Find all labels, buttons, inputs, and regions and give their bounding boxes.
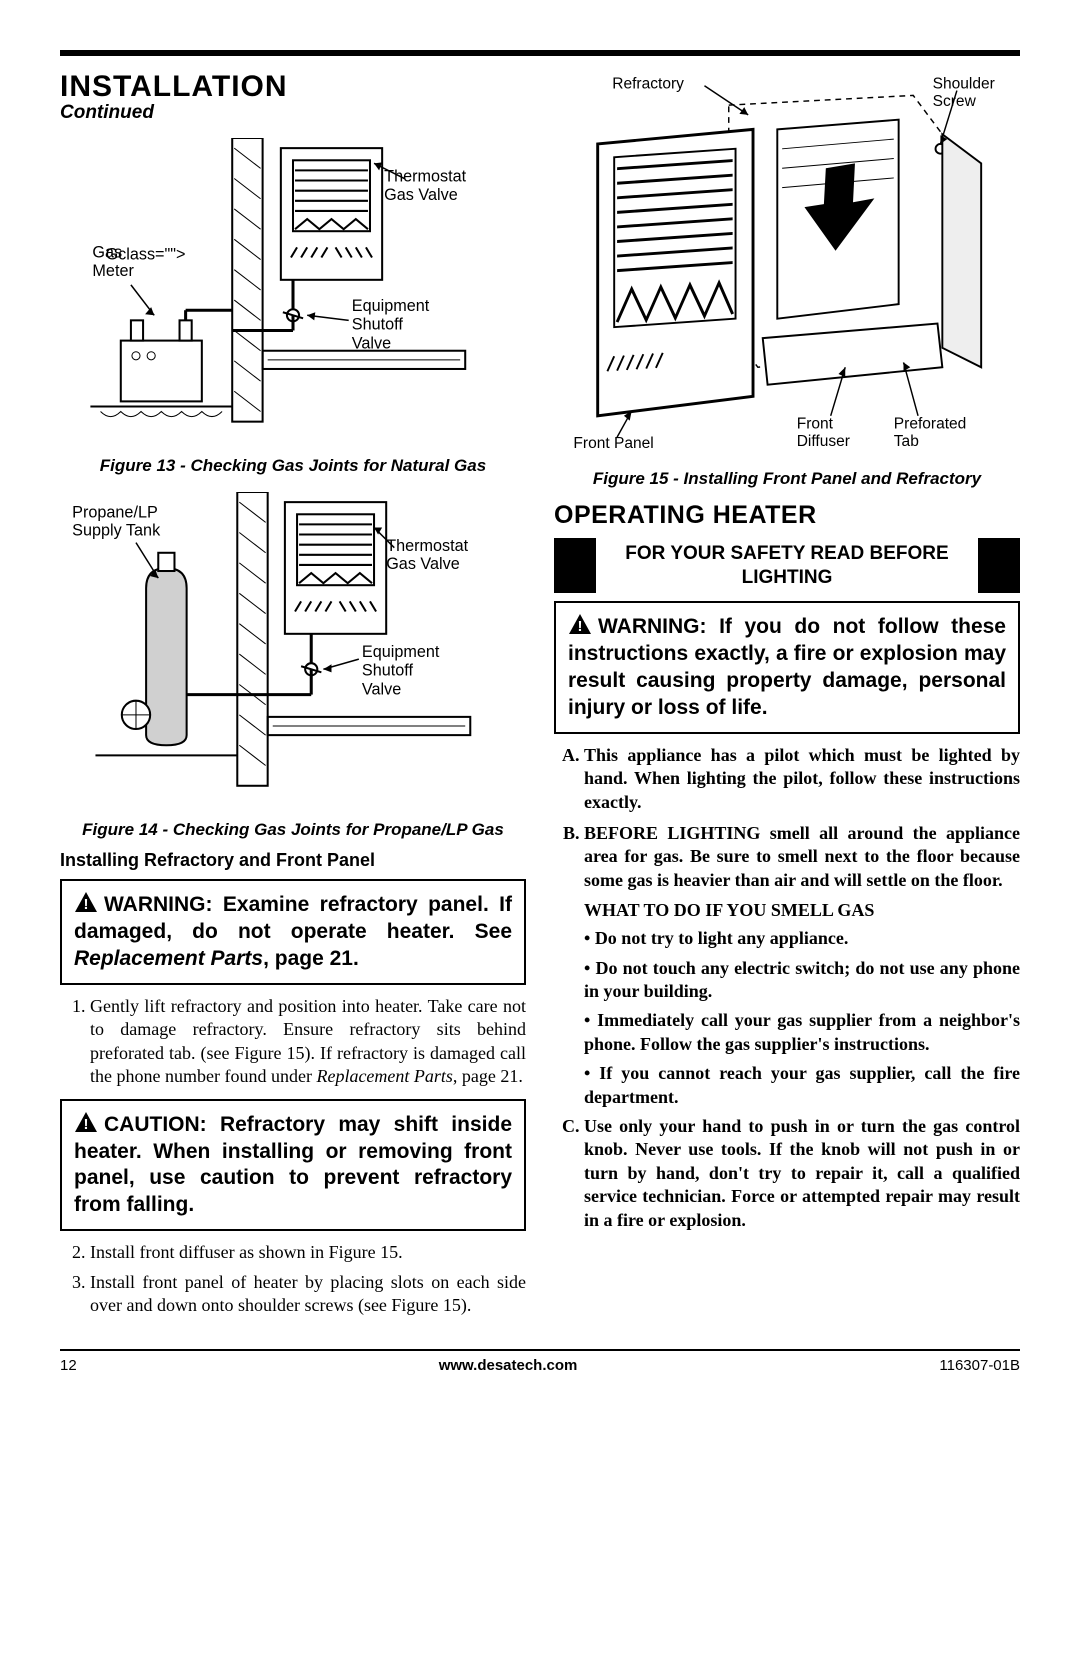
fig15-front-diffuser-label: Front Diffuser	[797, 416, 875, 452]
bullet-3: Immediately call your gas supplier from …	[584, 1009, 1020, 1056]
bullets-list: Do not try to light any appliance. Do no…	[554, 927, 1020, 1109]
safety-band: FOR YOUR SAFETY READ BEFORE LIGHTING	[554, 538, 1020, 594]
alpha-c: Use only your hand to push in or turn th…	[584, 1115, 1020, 1232]
warning-box-1: !WARNING: Examine refractory panel. If d…	[60, 879, 526, 985]
fig14-thermostat-label: Thermostat Gas Valve	[386, 538, 518, 575]
step-3: Install front panel of heater by placing…	[90, 1271, 526, 1318]
bullet-4: If you cannot reach your gas supplier, c…	[584, 1062, 1020, 1109]
steps-list-b: Install front diffuser as shown in Figur…	[60, 1241, 526, 1317]
bullet-1: Do not try to light any appliance.	[584, 927, 1020, 950]
f: Gas Meter	[92, 244, 173, 281]
caution-box: !CAUTION: Refractory may shift inside he…	[60, 1099, 526, 1232]
alpha-a: This appliance has a pilot which must be…	[584, 744, 1020, 814]
figure-14-diagram: Propane/LP Supply Tank Thermostat Gas Va…	[60, 492, 526, 806]
page-content: INSTALLATION Continued	[60, 70, 1020, 1327]
bullet-2: Do not touch any electric switch; do not…	[584, 957, 1020, 1004]
svg-text:!: !	[578, 618, 583, 635]
right-column: Refractory Shoulder Screw Front Panel Fr…	[554, 70, 1020, 1327]
figure-13-diagram: Gclass=""> Gas Meter Thermostat Gas Valv…	[60, 138, 526, 442]
footer-url: www.desatech.com	[439, 1357, 578, 1374]
svg-text:!: !	[84, 1116, 89, 1133]
figure-15-diagram: Refractory Shoulder Screw Front Panel Fr…	[554, 76, 1020, 455]
black-block-right	[978, 538, 1020, 594]
what-to-do-heading: WHAT TO DO IF YOU SMELL GAS	[584, 900, 1020, 921]
fig13-thermostat-label: Thermostat Gas Valve	[384, 168, 516, 205]
operating-heater-heading: OPERATING HEATER	[554, 501, 1020, 530]
steps-list-a: Gently lift refractory and position into…	[60, 995, 526, 1089]
fig15-shoulder-screw-label: Shoulder Screw	[933, 76, 1020, 112]
figure-13-caption: Figure 13 - Checking Gas Joints for Natu…	[60, 455, 526, 476]
fig14-tank-label: Propane/LP Supply Tank	[72, 504, 204, 541]
fig15-refractory-label: Refractory	[612, 76, 709, 94]
warning-icon: !	[568, 613, 592, 635]
figure-15-caption: Figure 15 - Installing Front Panel and R…	[554, 468, 1020, 489]
fig15-preforated-tab-label: Preforated Tab	[894, 416, 1001, 452]
footer-page-number: 12	[60, 1357, 77, 1374]
figure-14-caption: Figure 14 - Checking Gas Joints for Prop…	[60, 819, 526, 840]
step-1: Gently lift refractory and position into…	[90, 995, 526, 1089]
footer-docnum: 116307-01B	[939, 1357, 1020, 1374]
black-block-left	[554, 538, 596, 594]
alpha-list-c: Use only your hand to push in or turn th…	[554, 1115, 1020, 1232]
safety-band-text: FOR YOUR SAFETY READ BEFORE LIGHTING	[596, 538, 978, 594]
warning-icon: !	[74, 1111, 98, 1133]
big-warning-text: WARNING: If you do not follow these inst…	[568, 615, 1006, 719]
alpha-b: BEFORE LIGHTING smell all around the app…	[584, 822, 1020, 892]
alpha-list: This appliance has a pilot which must be…	[554, 744, 1020, 892]
continued-label: Continued	[60, 102, 526, 124]
page-footer: 12 www.desatech.com 116307-01B	[60, 1349, 1020, 1374]
fig15-front-panel-label: Front Panel	[573, 435, 690, 453]
caution-text: CAUTION: Refractory may shift inside hea…	[74, 1113, 512, 1217]
step-2: Install front diffuser as shown in Figur…	[90, 1241, 526, 1264]
top-rule	[60, 50, 1020, 56]
fig14-shutoff-label: Equipment Shutoff Valve	[362, 644, 494, 700]
warning-icon: !	[74, 891, 98, 913]
big-warning-box: !WARNING: If you do not follow these ins…	[554, 601, 1020, 734]
installation-heading: INSTALLATION	[60, 70, 526, 104]
install-refractory-heading: Installing Refractory and Front Panel	[60, 850, 526, 871]
svg-text:!: !	[84, 896, 89, 913]
warning-1-text: WARNING: Examine refractory panel. If da…	[74, 893, 512, 970]
fig13-shutoff-label: Equipment Shutoff Valve	[352, 298, 484, 354]
left-column: INSTALLATION Continued	[60, 70, 526, 1327]
